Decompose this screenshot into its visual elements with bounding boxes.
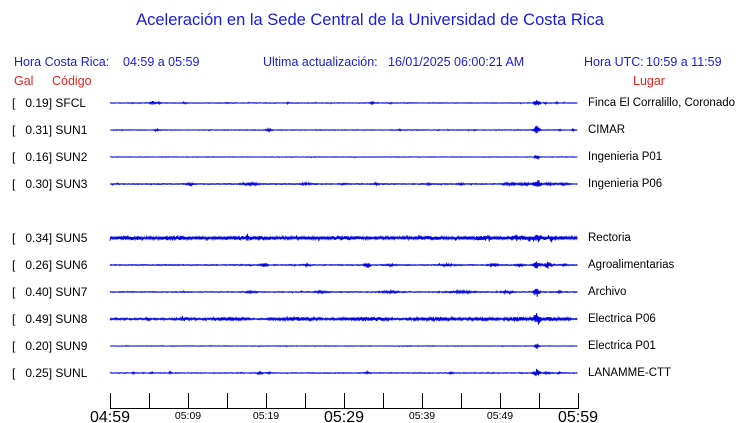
station-row: [ 0.49] SUN8 Electrica P06 — [0, 306, 740, 332]
seismic-trace-waveform — [109, 368, 578, 377]
station-gal-code-label: [ 0.25] SUNL — [12, 366, 88, 380]
seismic-trace-waveform — [109, 180, 578, 188]
axis-tick — [149, 393, 150, 408]
station-row: [ 0.40] SUN7 Archivo — [0, 279, 740, 305]
station-row: [ 0.30] SUN3 Ingenieria P06 — [0, 171, 740, 197]
column-code: Código — [52, 74, 92, 88]
utc-time-label: Hora UTC: — [584, 55, 644, 69]
station-place-label: Ingenieria P01 — [588, 151, 663, 163]
station-gal-code-label: [ 0.19] SFCL — [12, 96, 87, 110]
last-update-value: 16/01/2025 06:00:21 AM — [388, 55, 525, 69]
station-gal-code-label: [ 0.49] SUN8 — [12, 312, 88, 326]
axis-tick — [383, 393, 384, 408]
station-row: [ 0.20] SUN9 Electrica P01 — [0, 333, 740, 359]
station-gal-code-label: [ 0.26] SUN6 — [12, 258, 88, 272]
axis-tick — [266, 393, 267, 408]
station-place-label: Electrica P06 — [588, 313, 656, 325]
station-row: [ 0.31] SUN1 CIMAR — [0, 117, 740, 143]
station-place-label: LANAMME-CTT — [588, 367, 672, 379]
column-place: Lugar — [633, 74, 665, 88]
seismic-trace-waveform — [109, 100, 578, 106]
time-axis-line — [110, 408, 579, 409]
station-row: [ 0.34] SUN5 Rectoria — [0, 225, 740, 251]
column-gal: Gal — [14, 74, 34, 88]
last-update-label: Ultima actualización: — [263, 55, 378, 69]
seismic-trace-waveform — [109, 288, 578, 297]
axis-tick — [539, 393, 540, 408]
local-time-value: 04:59 a 05:59 — [123, 55, 200, 69]
station-row: [ 0.19] SFCL Finca El Corralillo, Corona… — [0, 90, 740, 116]
station-place-label: Agroalimentarias — [588, 259, 675, 271]
page-title: Aceleración en la Sede Central de la Uni… — [136, 11, 604, 29]
axis-tick — [188, 393, 189, 408]
station-place-label: CIMAR — [588, 124, 626, 136]
seismic-trace-waveform — [109, 125, 578, 134]
axis-tick — [578, 393, 579, 408]
station-place-label: Ingenieria P06 — [588, 178, 663, 190]
axis-tick-label: 05:19 — [252, 410, 280, 422]
seismic-trace-waveform — [109, 313, 578, 325]
seismic-trace-waveform — [109, 261, 578, 269]
axis-tick-label: 05:29 — [323, 409, 365, 423]
station-place-label: Rectoria — [588, 232, 631, 244]
axis-tick — [305, 393, 306, 408]
axis-tick — [500, 393, 501, 408]
station-gal-code-label: [ 0.31] SUN1 — [12, 123, 88, 137]
station-place-label: Finca El Corralillo, Coronado — [588, 97, 736, 109]
axis-tick-label: 04:59 — [89, 409, 131, 423]
seismic-trace-waveform — [109, 155, 578, 161]
station-place-label: Archivo — [588, 286, 627, 298]
station-gal-code-label: [ 0.34] SUN5 — [12, 231, 88, 245]
station-gal-code-label: [ 0.30] SUN3 — [12, 177, 88, 191]
axis-tick — [110, 393, 111, 408]
axis-tick-label: 05:49 — [486, 410, 514, 422]
axis-tick — [461, 393, 462, 408]
axis-tick — [422, 393, 423, 408]
axis-tick-label: 05:39 — [408, 410, 436, 422]
axis-tick — [344, 393, 345, 408]
seismic-trace-waveform — [109, 343, 578, 349]
station-row: [ 0.16] SUN2 Ingenieria P01 — [0, 144, 740, 170]
axis-tick-label: 05:59 — [557, 409, 599, 423]
station-place-label: Electrica P01 — [588, 340, 656, 352]
seismic-trace-waveform — [109, 233, 578, 243]
station-row: [ 0.25] SUNL LANAMME-CTT — [0, 360, 740, 386]
local-time-label: Hora Costa Rica: — [14, 55, 110, 69]
axis-tick — [227, 393, 228, 408]
station-gal-code-label: [ 0.16] SUN2 — [12, 150, 88, 164]
station-gal-code-label: [ 0.20] SUN9 — [12, 339, 88, 353]
station-row: [ 0.26] SUN6 Agroalimentarias — [0, 252, 740, 278]
utc-time-value: 10:59 a 11:59 — [646, 55, 722, 69]
axis-tick-label: 05:09 — [174, 410, 202, 422]
station-gal-code-label: [ 0.40] SUN7 — [12, 285, 88, 299]
